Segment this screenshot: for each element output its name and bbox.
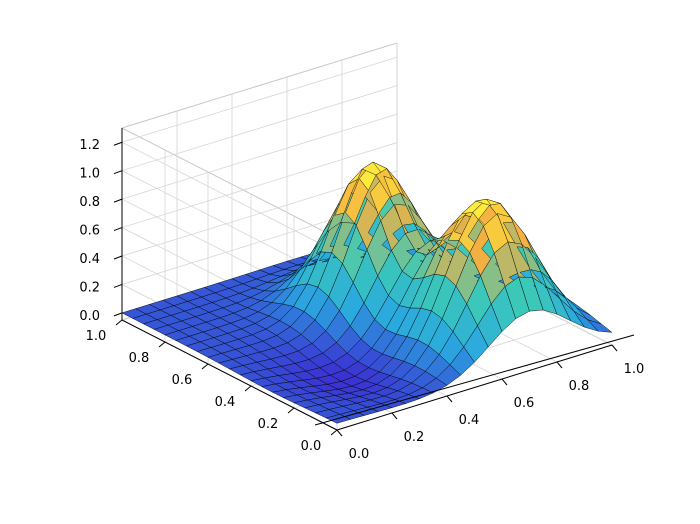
y-axis-line — [121, 319, 338, 431]
z-tick-mark — [113, 283, 123, 288]
z-tick-mark — [113, 227, 123, 232]
y-tick-mark — [244, 385, 252, 392]
z-axis-ticks: 0.0 0.2 0.4 0.6 0.8 1.0 1.2 — [79, 138, 123, 324]
z-tick-mark — [113, 141, 123, 146]
y-tick-label: 0.4 — [215, 395, 236, 410]
x-tick-mark — [556, 361, 563, 369]
y-tick-label: 0.8 — [129, 351, 150, 366]
z-tick-mark — [113, 198, 123, 203]
x-tick-mark — [336, 429, 343, 437]
z-tick-mark — [113, 170, 123, 175]
x-tick-mark — [446, 395, 453, 403]
y-tick-mark — [201, 363, 209, 370]
z-tick-label: 1.0 — [79, 167, 100, 182]
y-tick-mark — [115, 319, 123, 326]
y-tick-mark — [158, 341, 166, 348]
z-tick-label: 0.0 — [79, 309, 100, 324]
z-tick-mark — [113, 312, 123, 317]
z-tick-label: 0.8 — [79, 195, 100, 210]
y-axis-ticks: 0.0 0.2 0.4 0.6 0.8 1.0 — [86, 319, 338, 454]
y-tick-label: 0.2 — [258, 417, 279, 432]
x-tick-label: 0.8 — [569, 379, 590, 394]
x-tick-label: 0.4 — [459, 413, 480, 428]
x-tick-label: 0.6 — [514, 396, 535, 411]
z-tick-label: 1.2 — [79, 138, 100, 153]
surface-quad — [586, 319, 613, 333]
x-tick-label: 1.0 — [624, 362, 645, 377]
y-tick-label: 1.0 — [86, 329, 107, 344]
y-tick-label: 0.0 — [301, 439, 322, 454]
surface-mesh — [121, 161, 613, 424]
x-tick-label: 0.0 — [349, 447, 370, 462]
y-tick-label: 0.6 — [172, 373, 193, 388]
z-tick-label: 0.6 — [79, 224, 100, 239]
axes — [121, 128, 635, 431]
x-tick-mark — [391, 412, 398, 420]
x-axis-spacer — [314, 334, 635, 426]
y-tick-mark — [287, 407, 295, 414]
x-axis-ticks: 0.0 0.2 0.4 0.6 0.8 1.0 — [336, 344, 645, 462]
x-axis-line — [336, 344, 613, 431]
x-tick-label: 0.2 — [404, 430, 425, 445]
y-tick-mark — [330, 429, 338, 436]
x-tick-mark — [501, 378, 508, 386]
z-tick-label: 0.2 — [79, 280, 100, 295]
x-tick-mark — [611, 344, 618, 352]
z-tick-mark — [113, 255, 123, 260]
z-tick-label: 0.4 — [79, 252, 100, 267]
